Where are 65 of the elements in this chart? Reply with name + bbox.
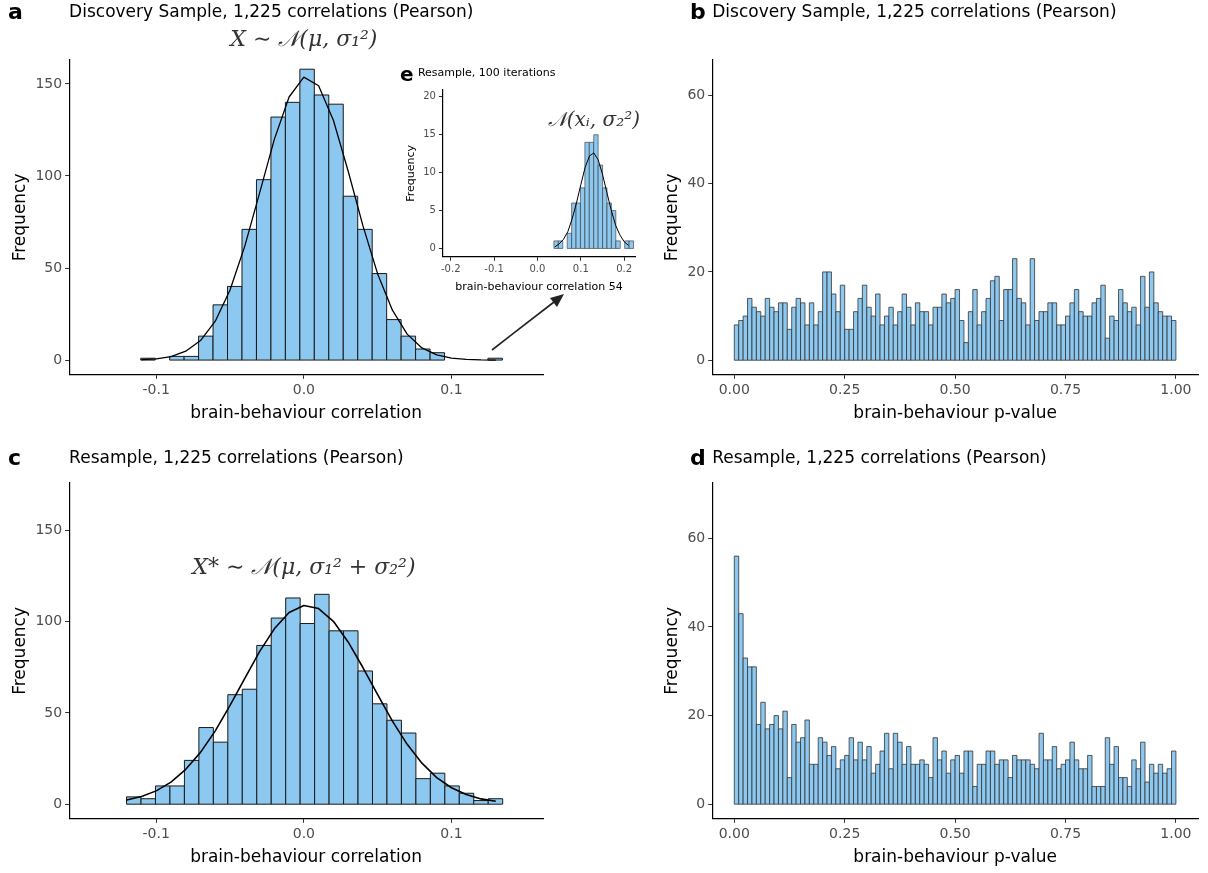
- x-tick-label: 0.0: [292, 380, 315, 397]
- y-axis-title: Frequency: [8, 606, 29, 695]
- y-tick-label: 0: [696, 350, 706, 367]
- y-tick-label: 150: [35, 74, 63, 91]
- y-axis-title: Frequency: [404, 144, 418, 202]
- y-tick-label: 60: [687, 85, 706, 102]
- x-tick-label: 0.75: [1049, 824, 1082, 841]
- y-tick-label: 20: [687, 706, 706, 723]
- x-axis-title: brain-behaviour correlation: [190, 846, 422, 867]
- x-tick-label: -0.1: [142, 824, 170, 841]
- annotation: e: [400, 62, 414, 87]
- x-tick-label: 0.00: [718, 824, 750, 841]
- x-tick-label: 0.25: [829, 380, 861, 397]
- y-tick-label: 150: [35, 521, 63, 538]
- y-tick-label: 40: [687, 617, 706, 634]
- y-tick-label: 100: [35, 612, 63, 629]
- y-tick-label: 20: [423, 90, 436, 102]
- x-axis-title: brain-behaviour p-value: [853, 402, 1057, 423]
- x-tick-label: 0.1: [572, 263, 589, 275]
- y-tick-label: 20: [687, 262, 706, 279]
- chart-title: Resample, 1,225 correlations (Pearson): [712, 446, 1047, 467]
- chart-title: Resample, 1,225 correlations (Pearson): [69, 446, 404, 467]
- chart-title: Resample, 100 iterations: [417, 66, 556, 80]
- text: d: [690, 444, 706, 470]
- x-tick-label: 1.00: [1160, 824, 1192, 841]
- y-tick-label: 50: [44, 703, 63, 720]
- chart-title: Discovery Sample, 1,225 correlations (Pearson): [69, 0, 474, 21]
- x-axis-title: brain-behaviour correlation: [190, 402, 422, 423]
- x-tick-label: 0.0: [292, 824, 315, 841]
- y-tick-label: 5: [429, 204, 436, 216]
- text: c: [8, 444, 22, 470]
- y-tick-label: 0: [696, 794, 706, 811]
- y-tick-label: 0: [53, 794, 63, 811]
- text: b: [690, 0, 706, 24]
- x-tick-label: 0.25: [829, 824, 861, 841]
- x-tick-label: 0.0: [529, 263, 546, 275]
- x-axis-title: brain-behaviour p-value: [853, 846, 1057, 867]
- x-tick-label: 1.00: [1160, 380, 1192, 397]
- x-tick-label: 0.00: [718, 380, 750, 397]
- x-tick-label: 0.1: [440, 380, 463, 397]
- x-tick-label: -0.1: [484, 263, 504, 275]
- y-tick-label: 15: [423, 128, 436, 140]
- x-tick-label: 0.2: [616, 263, 633, 275]
- x-tick-label: 0.50: [939, 380, 971, 397]
- y-tick-label: 0: [53, 350, 63, 367]
- text: a: [8, 0, 23, 24]
- x-tick-label: 0.50: [939, 824, 971, 841]
- chart-title: Discovery Sample, 1,225 correlations (Pearson): [712, 0, 1117, 21]
- annotation: X* ∼ 𝒩(μ, σ₁² + σ₂²): [190, 554, 416, 580]
- y-tick-label: 0: [429, 242, 436, 254]
- text: X ∼ 𝒩(μ, σ₁²): [228, 25, 378, 51]
- x-tick-label: -0.1: [142, 380, 170, 397]
- y-tick-label: 100: [35, 166, 63, 183]
- y-tick-label: 50: [44, 258, 63, 275]
- y-tick-label: 40: [687, 174, 706, 191]
- x-tick-label: 0.75: [1049, 380, 1082, 397]
- y-axis-title: Frequency: [660, 173, 681, 262]
- annotation: 𝒩(xᵢ, σ₂²): [547, 107, 640, 132]
- x-axis-title: brain-behaviour correlation 54: [455, 280, 623, 294]
- y-tick-label: 10: [423, 166, 436, 178]
- y-axis-title: Frequency: [660, 606, 681, 695]
- y-axis-title: Frequency: [8, 173, 29, 262]
- x-tick-label: -0.2: [440, 263, 461, 275]
- x-tick-label: 0.1: [440, 824, 463, 841]
- y-tick-label: 60: [687, 529, 706, 546]
